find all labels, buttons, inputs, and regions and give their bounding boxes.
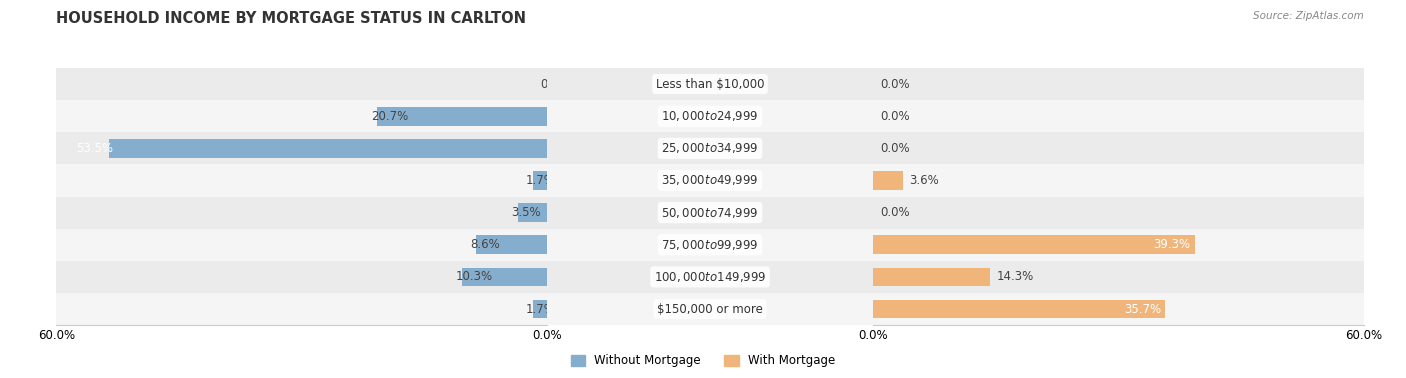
- Text: $25,000 to $34,999: $25,000 to $34,999: [661, 141, 759, 155]
- Text: 3.6%: 3.6%: [910, 174, 939, 187]
- Bar: [517, 203, 547, 222]
- Bar: [56, 293, 1038, 325]
- Bar: [56, 132, 1038, 164]
- Bar: [382, 100, 1364, 132]
- Text: 1.7%: 1.7%: [526, 174, 555, 187]
- Bar: [382, 164, 1364, 197]
- Bar: [547, 164, 873, 197]
- Text: 8.6%: 8.6%: [470, 238, 499, 251]
- Text: Source: ZipAtlas.com: Source: ZipAtlas.com: [1253, 11, 1364, 21]
- Bar: [547, 132, 873, 164]
- Bar: [110, 139, 547, 158]
- Bar: [382, 261, 1364, 293]
- Bar: [377, 107, 547, 125]
- Bar: [547, 68, 873, 100]
- Bar: [477, 235, 547, 254]
- Text: 1.7%: 1.7%: [526, 302, 555, 316]
- Text: 0.0%: 0.0%: [880, 206, 910, 219]
- Bar: [547, 293, 873, 325]
- Bar: [56, 229, 1038, 261]
- Bar: [382, 68, 1364, 100]
- Bar: [873, 300, 1166, 318]
- Bar: [382, 132, 1364, 164]
- Text: HOUSEHOLD INCOME BY MORTGAGE STATUS IN CARLTON: HOUSEHOLD INCOME BY MORTGAGE STATUS IN C…: [56, 11, 526, 26]
- Text: 10.3%: 10.3%: [456, 270, 494, 284]
- Text: $35,000 to $49,999: $35,000 to $49,999: [661, 174, 759, 187]
- Text: 0.0%: 0.0%: [880, 142, 910, 155]
- Bar: [873, 268, 990, 286]
- Bar: [56, 68, 1038, 100]
- Bar: [56, 164, 1038, 197]
- Bar: [547, 100, 873, 132]
- Bar: [382, 229, 1364, 261]
- Text: 35.7%: 35.7%: [1123, 302, 1161, 316]
- Text: 20.7%: 20.7%: [371, 110, 408, 123]
- Text: 3.5%: 3.5%: [512, 206, 541, 219]
- Bar: [382, 197, 1364, 229]
- Text: 0.0%: 0.0%: [540, 77, 569, 91]
- Legend: Without Mortgage, With Mortgage: Without Mortgage, With Mortgage: [567, 350, 839, 372]
- Text: Less than $10,000: Less than $10,000: [655, 77, 765, 91]
- Text: $150,000 or more: $150,000 or more: [657, 302, 763, 316]
- Bar: [547, 197, 873, 229]
- Bar: [533, 171, 547, 190]
- Bar: [463, 268, 547, 286]
- Bar: [56, 261, 1038, 293]
- Bar: [56, 197, 1038, 229]
- Bar: [56, 100, 1038, 132]
- Text: 0.0%: 0.0%: [880, 77, 910, 91]
- Text: 14.3%: 14.3%: [997, 270, 1035, 284]
- Bar: [547, 261, 873, 293]
- Text: $75,000 to $99,999: $75,000 to $99,999: [661, 238, 759, 252]
- Bar: [547, 229, 873, 261]
- Bar: [533, 300, 547, 318]
- Text: $50,000 to $74,999: $50,000 to $74,999: [661, 206, 759, 220]
- Bar: [873, 235, 1195, 254]
- Text: $100,000 to $149,999: $100,000 to $149,999: [654, 270, 766, 284]
- Text: 53.5%: 53.5%: [76, 142, 114, 155]
- Text: 39.3%: 39.3%: [1153, 238, 1191, 251]
- Bar: [873, 171, 903, 190]
- Text: $10,000 to $24,999: $10,000 to $24,999: [661, 109, 759, 123]
- Text: 0.0%: 0.0%: [880, 110, 910, 123]
- Bar: [382, 293, 1364, 325]
